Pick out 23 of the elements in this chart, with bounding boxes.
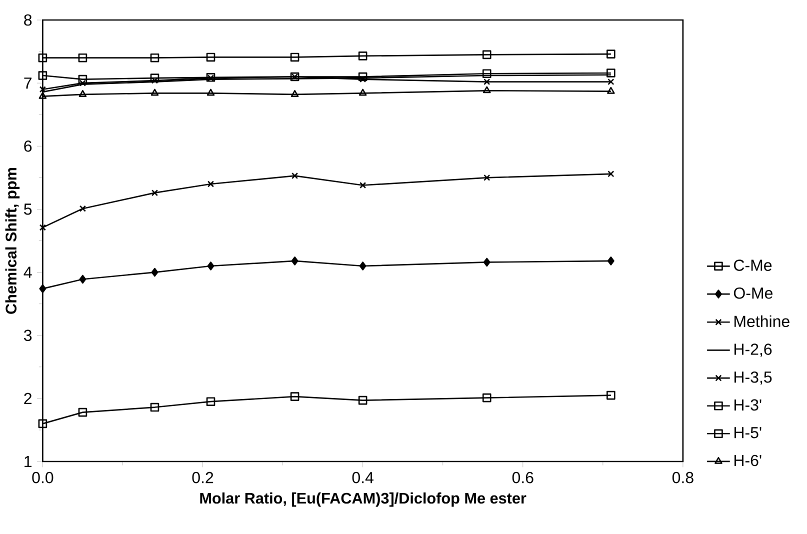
y-axis-title: Chemical Shift, ppm (5, 168, 20, 314)
legend-label: C-Me (734, 260, 772, 272)
legend-label: Methine (734, 316, 790, 328)
x-tick-label: 0.8 (672, 472, 694, 484)
x-tick-label: 0.0 (32, 472, 54, 484)
y-tick-label: 3 (24, 330, 32, 342)
legend-label: H-6' (734, 455, 762, 466)
x-tick-label: 0.6 (512, 472, 534, 484)
y-tick-label: 8 (24, 14, 32, 26)
legend-label: H-3' (734, 400, 762, 411)
x-tick-label: 0.4 (352, 472, 374, 484)
legend-label: O-Me (734, 288, 772, 300)
y-tick-label: 4 (24, 267, 32, 278)
legend-label: H-5' (734, 427, 762, 439)
x-axis-title: Molar Ratio, [Eu(FACAM)3]/Diclofop Me ester (200, 492, 526, 507)
y-tick-label: 5 (24, 204, 32, 216)
x-tick-label: 0.2 (192, 472, 214, 484)
y-tick-label: 2 (24, 393, 32, 404)
y-tick-label: 7 (24, 78, 32, 89)
legend-label: H-3,5 (734, 372, 772, 385)
y-tick-label: 1 (24, 456, 32, 468)
y-tick-label: 6 (24, 140, 32, 152)
legend-label: H-2,6 (734, 344, 772, 358)
